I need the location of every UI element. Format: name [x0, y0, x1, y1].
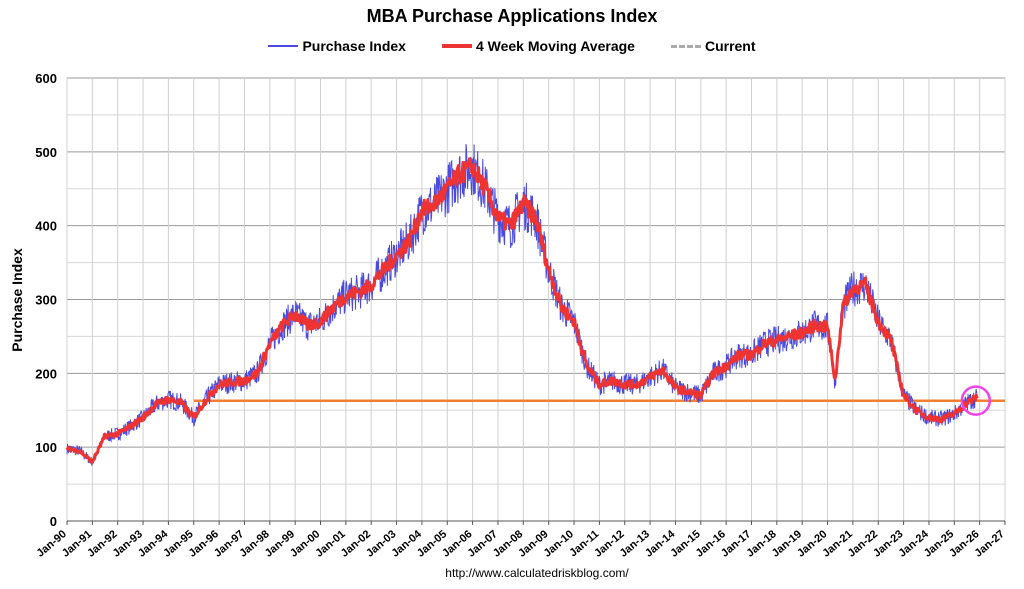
y-tick-label: 300 [35, 293, 57, 308]
y-axis-title: Purchase Index [9, 248, 25, 352]
legend-item-current: Current [670, 38, 756, 54]
y-tick-label: 100 [35, 440, 57, 455]
y-tick-label: 600 [35, 71, 57, 86]
legend-label-current: Current [704, 38, 756, 54]
series-purchase-index [66, 144, 978, 466]
legend-swatch-current [670, 44, 701, 48]
y-axis: 0 100 200 300 400 500 600 [35, 71, 57, 529]
legend-swatch-moving-average [441, 44, 472, 48]
legend-label-moving-average: 4 Week Moving Average [475, 38, 635, 54]
chart-title: MBA Purchase Applications Index [366, 6, 658, 26]
y-tick-label: 200 [35, 366, 57, 381]
x-axis: Jan-90Jan-91Jan-92Jan-93Jan-94Jan-95Jan-… [35, 520, 1007, 560]
legend-label-purchase-index: Purchase Index [302, 38, 406, 54]
current-highlight-circle [960, 385, 992, 416]
y-tick-label: 500 [35, 145, 57, 160]
legend: Purchase Index 4 Week Moving Average Cur… [0, 38, 1024, 54]
series-layer [65, 144, 1005, 466]
legend-item-moving-average: 4 Week Moving Average [441, 38, 635, 54]
y-tick-label: 400 [35, 219, 57, 234]
source-label: http://www.calculatedriskblog.com/ [445, 566, 629, 580]
y-tick-label: 0 [50, 514, 57, 529]
legend-swatch-purchase-index [268, 45, 299, 47]
legend-item-purchase-index: Purchase Index [268, 38, 406, 54]
series-moving-average [65, 157, 979, 464]
